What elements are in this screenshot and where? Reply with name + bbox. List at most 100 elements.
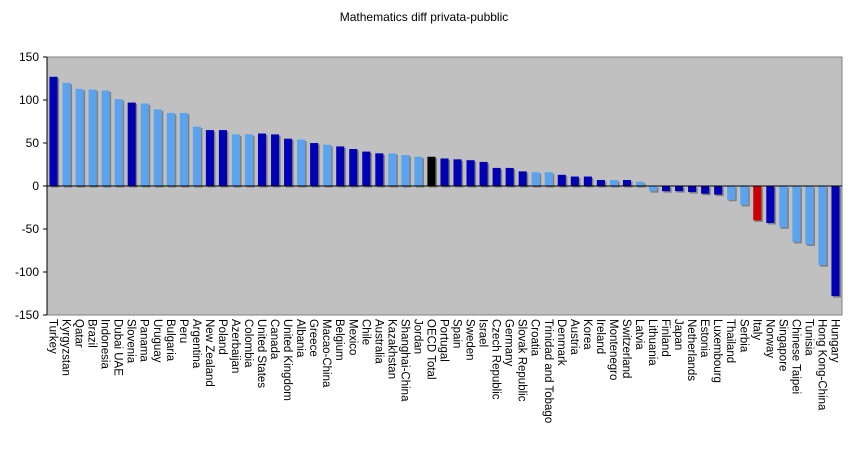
bar-azerbaijan: [231, 134, 241, 186]
bar-norway: [766, 186, 775, 223]
bar-chinese-taipei: [792, 186, 801, 242]
bar-poland: [218, 130, 227, 186]
bar-denmark: [557, 174, 566, 186]
y-tick-label: -50: [22, 222, 40, 236]
x-tick-label: United Kingdom: [281, 319, 293, 401]
x-tick-label: Poland: [216, 319, 228, 355]
bar-serbia: [740, 186, 749, 205]
x-tick-label: Spain: [451, 319, 463, 348]
bar-switzerland: [622, 179, 631, 186]
bar-singapore: [779, 186, 788, 228]
bar-japan: [675, 186, 684, 192]
x-tick-label: Tunisia: [802, 319, 814, 356]
x-tick-label: Kyrgyzstan: [60, 319, 72, 376]
x-tick-label: Lithuania: [646, 319, 658, 366]
bar-indonesia: [101, 90, 110, 186]
y-tick-label: 0: [32, 179, 39, 193]
bar-montenegro: [609, 179, 618, 186]
x-tick-label: Canada: [268, 319, 280, 360]
bar-hungary: [831, 186, 840, 297]
bar-argentina: [192, 126, 201, 186]
y-tick-label: -100: [15, 265, 39, 279]
bar-mexico: [349, 149, 358, 186]
bar-israel: [479, 161, 488, 186]
x-tick-label: Shanghai-China: [398, 319, 410, 402]
bar-united-kingdom: [284, 138, 293, 186]
bar-tunisia: [805, 186, 814, 245]
x-tick-label: Singapore: [776, 319, 788, 371]
x-axis-labels: Turkey Kyrgyzstan Qatar Brazil Indonesia Duba…: [47, 319, 841, 423]
bars: [49, 76, 842, 298]
x-tick-label: Portugal: [438, 319, 450, 362]
x-tick-label: Netherlands: [685, 319, 697, 381]
x-tick-label: Bulgaria: [164, 319, 176, 362]
bar-macao-china: [323, 144, 332, 186]
x-tick-label: Turkey: [47, 319, 59, 354]
x-tick-label: Dubai UAE: [112, 319, 124, 376]
bar-canada: [271, 134, 280, 186]
x-tick-label: Czech Republic: [490, 319, 502, 400]
x-tick-label: United States: [255, 319, 267, 388]
x-tick-label: Trinidad and Tobago: [542, 319, 554, 423]
x-tick-label: Israel: [477, 319, 489, 347]
x-tick-label: Colombia: [242, 319, 254, 368]
bar-qatar: [75, 88, 84, 186]
x-tick-label: Qatar: [73, 319, 85, 348]
bar-jordan: [414, 156, 423, 186]
bar-portugal: [440, 158, 449, 186]
x-tick-label: Mexico: [346, 319, 358, 355]
x-tick-label: Italy: [750, 319, 762, 340]
x-tick-label: Brazil: [86, 319, 98, 348]
bar-hong-kong-china: [818, 186, 827, 266]
bar-slovenia: [127, 102, 136, 186]
bar-latvia: [635, 181, 645, 186]
x-tick-label: Estonia: [698, 319, 710, 358]
bar-kazakhstan: [388, 153, 397, 186]
bar-austria: [570, 176, 579, 186]
x-tick-label: Luxembourg: [711, 319, 723, 383]
bar-lithuania: [648, 186, 658, 192]
x-tick-label: Denmark: [555, 319, 567, 366]
bar-thailand: [727, 186, 736, 200]
bar-peru: [179, 112, 188, 186]
x-tick-label: Chinese Taipei: [789, 319, 801, 394]
x-tick-label: Belgium: [333, 319, 345, 361]
bar-ireland: [596, 179, 605, 186]
x-tick-label: Chile: [359, 319, 371, 345]
y-tick-label: 150: [19, 50, 39, 64]
bar-uruguay: [153, 109, 162, 186]
x-tick-label: Greece: [307, 319, 319, 357]
x-tick-label: Serbia: [737, 319, 749, 353]
bar-korea: [583, 176, 592, 186]
bar-spain: [453, 159, 462, 186]
x-tick-label: Slovak Republic: [516, 319, 528, 402]
bar-czech-republic: [492, 167, 501, 186]
x-tick-label: Kazakhstan: [385, 319, 397, 379]
bar-bulgaria: [166, 112, 175, 186]
x-tick-label: New Zealand: [203, 319, 215, 387]
x-tick-label: Peru: [177, 319, 189, 343]
x-tick-label: Montenegro: [607, 319, 619, 380]
x-tick-label: Norway: [763, 319, 775, 358]
bar-shanghai-china: [401, 155, 410, 186]
bar-albania: [297, 139, 306, 186]
bar-kyrgyzstan: [62, 82, 71, 186]
x-tick-label: Ireland: [594, 319, 606, 354]
x-tick-label: Panama: [138, 319, 150, 362]
bar-belgium: [336, 146, 345, 186]
bar-panama: [140, 103, 149, 186]
bar-italy: [753, 186, 762, 221]
bar-new-zealand: [205, 130, 214, 186]
x-tick-label: Australia: [372, 319, 384, 364]
y-tick-label: 100: [19, 93, 39, 107]
x-tick-label: Croatia: [529, 319, 541, 357]
bar-croatia: [531, 172, 540, 186]
x-tick-label: Indonesia: [99, 319, 111, 369]
x-tick-label: OECD Total: [424, 319, 436, 380]
bar-oecd-total: [427, 156, 436, 186]
x-tick-label: Hungary: [828, 319, 840, 363]
x-tick-label: Macao-China: [320, 319, 332, 388]
bar-finland: [662, 186, 671, 192]
y-tick-label: -150: [15, 308, 39, 322]
